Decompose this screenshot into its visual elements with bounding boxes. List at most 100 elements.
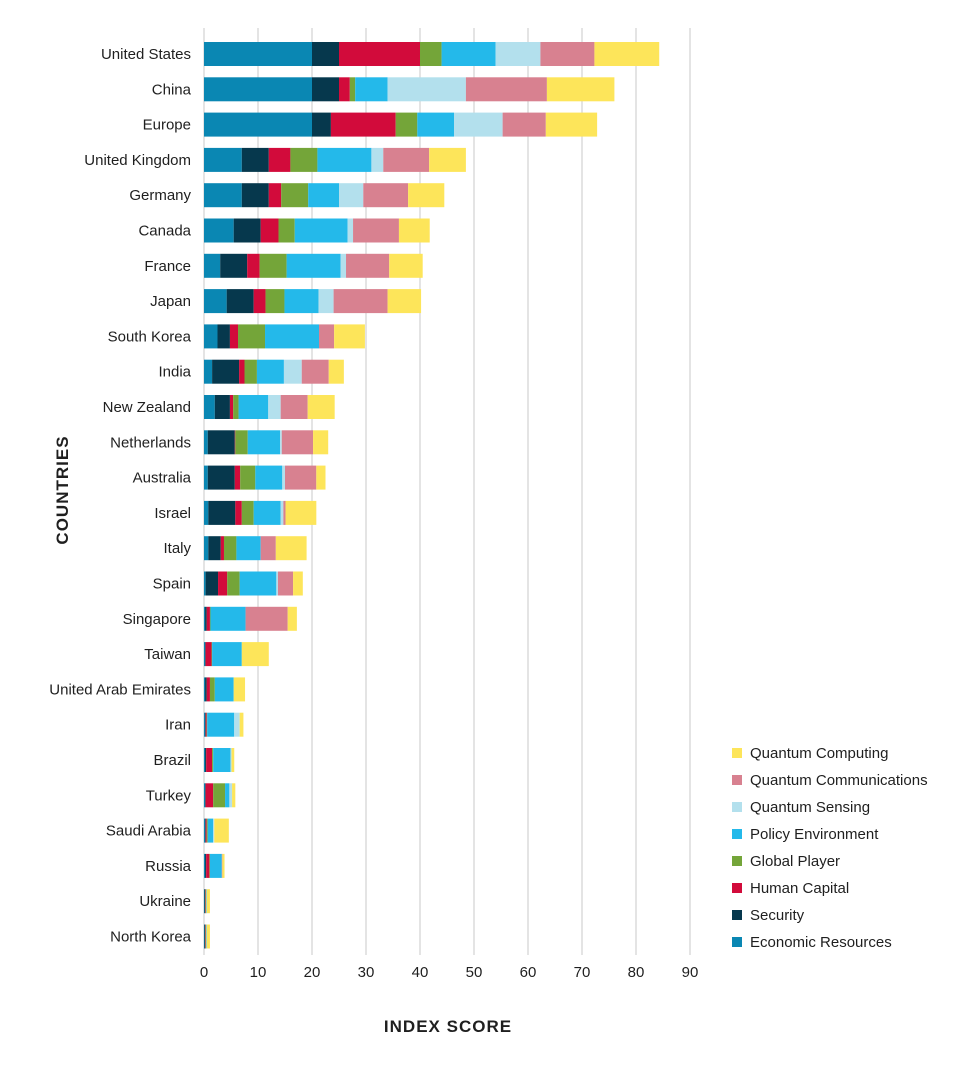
bar-segment-economic-resources: [204, 783, 206, 808]
bar-segment-economic-resources: [204, 465, 208, 490]
category-label: Australia: [133, 470, 192, 487]
bar-segment-global-player: [205, 889, 207, 914]
bar-segment-quantum-computing: [398, 218, 430, 243]
bar-segment-global-player: [223, 536, 237, 561]
bar-segment-policy-environment: [210, 606, 246, 631]
bar-segment-policy-environment: [317, 147, 372, 172]
category-label: North Korea: [110, 929, 192, 946]
bar-segment-quantum-computing: [231, 748, 235, 772]
bar-segment-policy-environment: [355, 77, 388, 102]
category-label: Europe: [143, 117, 191, 134]
category-label: China: [152, 81, 192, 98]
gridlines: [203, 28, 691, 955]
bar-segment-policy-environment: [253, 500, 281, 525]
bar-segment-security: [204, 889, 206, 914]
bar-segment-global-player: [281, 183, 309, 208]
bar-segment-human-capital: [205, 924, 206, 949]
bar-segment-quantum-sensing: [229, 783, 233, 808]
bar-segment-policy-environment: [207, 818, 214, 843]
bar-segment-security: [212, 359, 240, 384]
bar-segment-human-capital: [234, 430, 236, 455]
x-tick-label: 60: [520, 964, 537, 981]
x-tick-label: 80: [628, 964, 645, 981]
legend-label: Security: [750, 907, 805, 924]
bar-segment-quantum-computing: [233, 677, 246, 702]
bar-segment-global-player: [227, 571, 240, 596]
x-tick-label: 40: [412, 964, 429, 981]
bar-segment-policy-environment: [212, 642, 242, 667]
bar-segment-economic-resources: [204, 183, 242, 208]
bar-segment-quantum-sensing: [280, 430, 282, 455]
bar-segment-quantum-computing: [232, 783, 236, 808]
category-labels: United States China Europe United Kingdom Ge…: [49, 46, 191, 946]
bar-segment-global-player: [240, 465, 256, 490]
x-tick-label: 30: [358, 964, 375, 981]
bar-segment-security: [205, 677, 207, 702]
bar-segment-quantum-communications: [540, 42, 595, 66]
bar-segment-economic-resources: [204, 253, 221, 278]
bar-segment-quantum-computing: [546, 77, 615, 102]
bar-segment-global-player: [233, 395, 239, 419]
legend-label: Policy Environment: [750, 826, 879, 843]
bar-segment-security: [205, 853, 207, 878]
legend-label: Human Capital: [750, 880, 849, 897]
bar-segment-policy-environment: [286, 253, 341, 278]
bar-segment-security: [205, 818, 206, 843]
bar-segment-human-capital: [268, 147, 291, 172]
bar-segment-quantum-communications: [353, 218, 399, 243]
bar-segment-economic-resources: [204, 748, 206, 772]
category-label: Japan: [150, 293, 191, 310]
legend-swatch: [732, 748, 742, 758]
bar-segment-global-player: [420, 42, 442, 66]
bar-segment-policy-environment: [225, 783, 230, 808]
category-label: Canada: [138, 223, 191, 240]
category-label: United Kingdom: [84, 152, 191, 169]
category-label: South Korea: [108, 328, 192, 345]
x-tick-label: 70: [574, 964, 591, 981]
bar-segment-human-capital: [339, 42, 420, 66]
bar-segment-human-capital: [339, 77, 350, 102]
bar-segment-policy-environment: [206, 889, 207, 914]
bar-segment-quantum-communications: [333, 289, 388, 314]
bar-segment-global-player: [206, 712, 208, 737]
bar-segment-economic-resources: [204, 536, 209, 561]
legend-swatch: [732, 829, 742, 839]
y-axis-title: COUNTRIES: [53, 435, 72, 544]
bar-segment-human-capital: [247, 253, 260, 278]
legend-label: Global Player: [750, 853, 840, 870]
legend-swatch: [732, 856, 742, 866]
bar-segment-quantum-communications: [281, 430, 314, 455]
bar-segment-global-player: [349, 77, 356, 102]
bar-segment-security: [207, 465, 235, 490]
category-label: Taiwan: [144, 646, 191, 663]
legend-swatch: [732, 910, 742, 920]
bar-segment-quantum-sensing: [283, 359, 302, 384]
bar-segment-global-player: [206, 818, 208, 843]
bar-segment-human-capital: [260, 218, 279, 243]
bar-segment-security: [205, 712, 206, 737]
bar-segment-quantum-computing: [285, 500, 317, 525]
bar-segment-policy-environment: [239, 571, 277, 596]
bar-segment-quantum-computing: [408, 183, 445, 208]
category-label: Russia: [145, 858, 192, 875]
bar-segment-global-player: [290, 147, 318, 172]
bar-segment-security: [205, 571, 219, 596]
bar-segment-quantum-communications: [285, 465, 317, 490]
bar-segment-global-player: [259, 253, 287, 278]
bar-segment-quantum-computing: [387, 289, 422, 314]
legend-swatch: [732, 802, 742, 812]
category-label: Saudi Arabia: [106, 823, 192, 840]
bar-segment-human-capital: [229, 395, 234, 419]
bar-segment-security: [312, 77, 339, 102]
legend-label: Quantum Sensing: [750, 799, 870, 816]
bar-segment-quantum-sensing: [268, 395, 281, 419]
bar-segment-policy-environment: [247, 430, 281, 455]
bar-segment-quantum-computing: [316, 465, 326, 490]
category-label: India: [158, 364, 191, 381]
bar-segment-quantum-sensing: [495, 42, 541, 66]
bar-segment-policy-environment: [255, 465, 283, 490]
bar-segment-quantum-communications: [221, 853, 223, 878]
bar-segment-human-capital: [205, 642, 212, 667]
x-axis-title: INDEX SCORE: [384, 1017, 512, 1036]
